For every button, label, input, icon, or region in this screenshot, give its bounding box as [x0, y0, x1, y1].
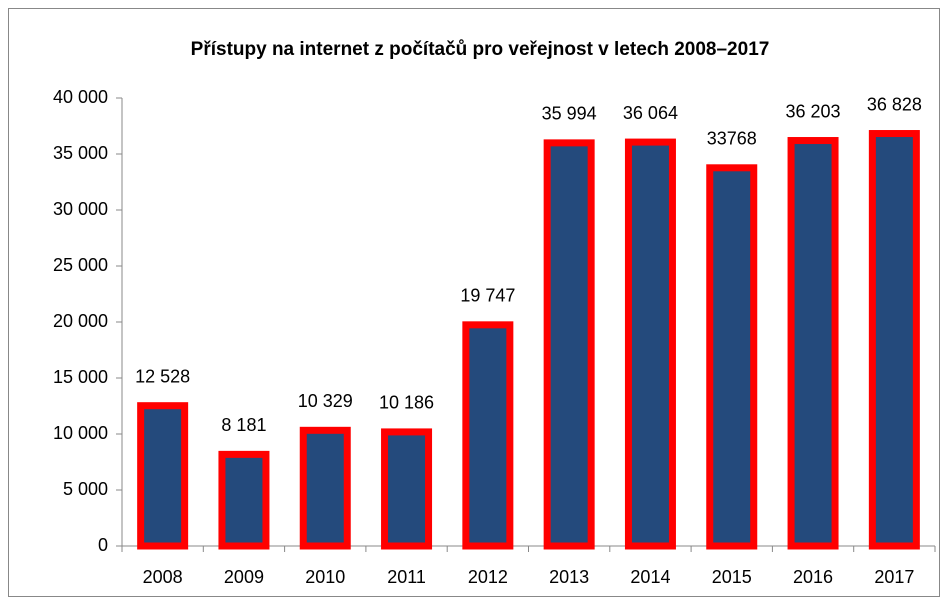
x-tick-label: 2017 [874, 567, 914, 587]
x-tick-label: 2016 [793, 567, 833, 587]
value-label: 10 329 [298, 391, 353, 411]
x-tick-label: 2013 [549, 567, 589, 587]
value-label: 33768 [707, 129, 757, 149]
y-tick-label: 5 000 [63, 479, 108, 499]
y-tick-label: 40 000 [53, 87, 108, 107]
y-tick-label: 35 000 [53, 143, 108, 163]
x-tick-label: 2011 [387, 567, 426, 587]
x-tick-label: 2010 [305, 567, 345, 587]
value-label: 36 064 [623, 103, 678, 123]
x-tick-label: 2012 [468, 567, 508, 587]
bar [137, 402, 189, 550]
value-label: 36 203 [786, 101, 841, 121]
chart-title: Přístupy na internet z počítačů pro veře… [191, 39, 770, 60]
value-label: 35 994 [542, 104, 597, 124]
y-tick-label: 0 [98, 535, 108, 555]
y-tick-label: 25 000 [53, 255, 108, 275]
value-label: 36 828 [867, 94, 922, 114]
bar [218, 450, 270, 550]
y-tick-label: 30 000 [53, 199, 108, 219]
x-tick-label: 2015 [712, 567, 752, 587]
bar [462, 321, 514, 550]
value-label: 12 528 [135, 366, 190, 386]
bar [624, 138, 676, 550]
bar [787, 137, 839, 550]
bar [868, 130, 920, 550]
value-label: 19 747 [460, 286, 515, 306]
bar [381, 428, 433, 550]
x-tick-label: 2008 [143, 567, 183, 587]
bar [706, 164, 758, 550]
bar [543, 139, 595, 550]
x-tick-label: 2009 [224, 567, 264, 587]
x-tick-label: 2014 [630, 567, 670, 587]
y-tick-label: 10 000 [53, 423, 108, 443]
value-label: 10 186 [379, 393, 434, 413]
value-label: 8 181 [221, 415, 266, 435]
y-tick-label: 20 000 [53, 311, 108, 331]
y-tick-label: 15 000 [53, 367, 108, 387]
bar [299, 426, 351, 550]
